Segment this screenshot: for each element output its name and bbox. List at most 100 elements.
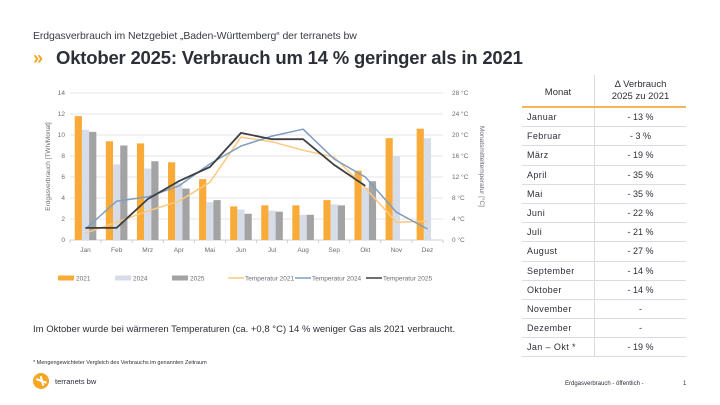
y-tick-label: 14 [58, 90, 66, 97]
month-cell: Januar [522, 108, 595, 127]
bar-2024 [144, 168, 152, 240]
y-axis-label: Erdgasverbrauch [TWh/Monat] [45, 122, 52, 211]
table-row: Juni - 22 % [522, 203, 686, 224]
month-cell: Mai [522, 184, 595, 203]
table-row: Jan – Okt * - 19 % [522, 338, 686, 358]
delta-cell: - 19 % [627, 342, 654, 353]
legend-label: Temperatur 2021 [245, 276, 295, 283]
month-cell: Oktober [522, 280, 595, 299]
x-tick-label: Aug [297, 247, 309, 254]
x-tick-label: Mrz [142, 247, 153, 254]
delta-cell: - [639, 303, 642, 314]
delta-cell: - 27 % [627, 246, 654, 257]
bar-2021 [354, 170, 362, 240]
x-tick-label: Feb [111, 247, 123, 254]
line-temperatur-2024 [85, 128, 428, 230]
table-body: Januar - 13 % Februar - 3 % März - 19 % April -… [522, 108, 686, 358]
table-row: Februar - 3 % [522, 127, 686, 147]
bar-2024 [361, 187, 369, 240]
x-tick-label: Jan [80, 247, 91, 254]
bar-2021 [167, 162, 176, 240]
month-cell: März [522, 146, 595, 165]
month-cell: Juni [522, 203, 595, 223]
delta-cell: - 22 % [627, 208, 654, 219]
delta-cell: - [639, 323, 642, 334]
bar-2024 [113, 164, 121, 240]
y-right-axis-label: Monatsmitteltemperatur [°C] [478, 126, 486, 207]
bar-2024 [237, 209, 245, 240]
bar-2021 [230, 206, 238, 240]
delta-cell: - 14 % [627, 284, 654, 295]
table-row: August - 27 % [522, 242, 686, 262]
table-header: Monat Δ Verbrauch 2025 zu 2021 [522, 75, 686, 108]
company-logo: terranets bw [33, 373, 96, 389]
bar-2024 [206, 202, 214, 240]
y-tick-label: 2 [61, 216, 65, 223]
delta-cell: - 3 % [629, 131, 651, 142]
y-right-tick-label: 12 °C [452, 173, 469, 181]
x-tick-label: Jul [268, 247, 277, 254]
table-row: März - 19 % [522, 146, 686, 166]
x-tick-label: Okt [360, 247, 370, 254]
slide-subtitle: Erdgasverbrauch im Netzgebiet „Baden-Wür… [33, 30, 357, 42]
month-cell: August [522, 242, 595, 261]
table-row: September - 14 % [522, 261, 686, 281]
bar-2021 [385, 138, 393, 240]
bar-2021 [261, 205, 269, 240]
y-right-tick-label: 28 °C [452, 89, 469, 97]
month-cell: April [522, 165, 595, 184]
bar-2024 [423, 138, 432, 240]
delta-cell: - 21 % [627, 227, 654, 238]
bar-2024 [268, 210, 276, 240]
x-tick-label: Dez [422, 247, 434, 254]
y-right-tick-label: 4 °C [452, 215, 465, 223]
legend-label: 2021 [76, 276, 91, 283]
bar-2021 [292, 205, 300, 240]
x-tick-label: Sep [328, 247, 340, 254]
y-right-tick-label: 20 °C [452, 131, 469, 139]
bar-2025 [151, 161, 159, 240]
y-tick-label: 0 [61, 237, 65, 244]
bar-2024 [299, 214, 307, 240]
bar-2025 [368, 181, 377, 240]
y-tick-label: 12 [58, 111, 66, 118]
delta-cell: - 19 % [627, 150, 654, 161]
x-tick-label: Mai [205, 247, 215, 254]
header-delta: Δ Verbrauch 2025 zu 2021 [595, 75, 686, 106]
header-delta-line2: 2025 zu 2021 [611, 91, 670, 102]
table-row: Juli - 21 % [522, 223, 686, 243]
legend-swatch [115, 275, 131, 281]
month-cell: Dezember [522, 319, 595, 338]
x-tick-label: Apr [174, 247, 185, 254]
delta-cell: - 14 % [627, 265, 654, 276]
table-row: Oktober - 14 % [522, 280, 686, 300]
legend-label: 2025 [190, 276, 205, 283]
y-tick-label: 8 [61, 153, 65, 160]
delta-table: Monat Δ Verbrauch 2025 zu 2021 Januar - 1… [522, 75, 686, 358]
x-tick-label: Jun [236, 247, 247, 254]
bar-2025 [213, 200, 221, 240]
bar-2024 [81, 129, 90, 240]
legend-swatch [58, 275, 74, 281]
bar-2025 [120, 145, 128, 240]
bar-2025 [275, 211, 283, 240]
bar-2025 [89, 131, 97, 240]
table-row: Mai - 35 % [522, 184, 686, 204]
y-tick-label: 6 [61, 174, 65, 181]
footnote: * Mengengewichteter Vergleich des Verbra… [33, 360, 207, 366]
month-cell: Jan – Okt * [522, 338, 595, 357]
slide-title: » Oktober 2025: Verbrauch um 14 % gering… [33, 47, 523, 69]
bar-2021 [74, 116, 82, 240]
y-tick-label: 4 [61, 195, 65, 202]
bar-2024 [175, 183, 183, 240]
gas-consumption-chart: 0 2 4 6 8 10 12 14 0 °C 4 °C 8 °C 12 °C 16 °C 20 °C 24… [45, 89, 486, 283]
line-temperatur-2025 [85, 131, 366, 229]
page-number: 1 [683, 381, 687, 387]
bar-2025 [306, 214, 314, 240]
month-cell: September [522, 261, 595, 280]
y-right-tick-label: 16 °C [452, 152, 469, 160]
slide-title-text: Oktober 2025: Verbrauch um 14 % geringer… [56, 47, 523, 68]
doc-label: Erdgasverbrauch - öffentlich - [565, 381, 644, 387]
table-row: Dezember - [522, 319, 686, 339]
legend-label: Temperatur 2025 [383, 276, 433, 283]
